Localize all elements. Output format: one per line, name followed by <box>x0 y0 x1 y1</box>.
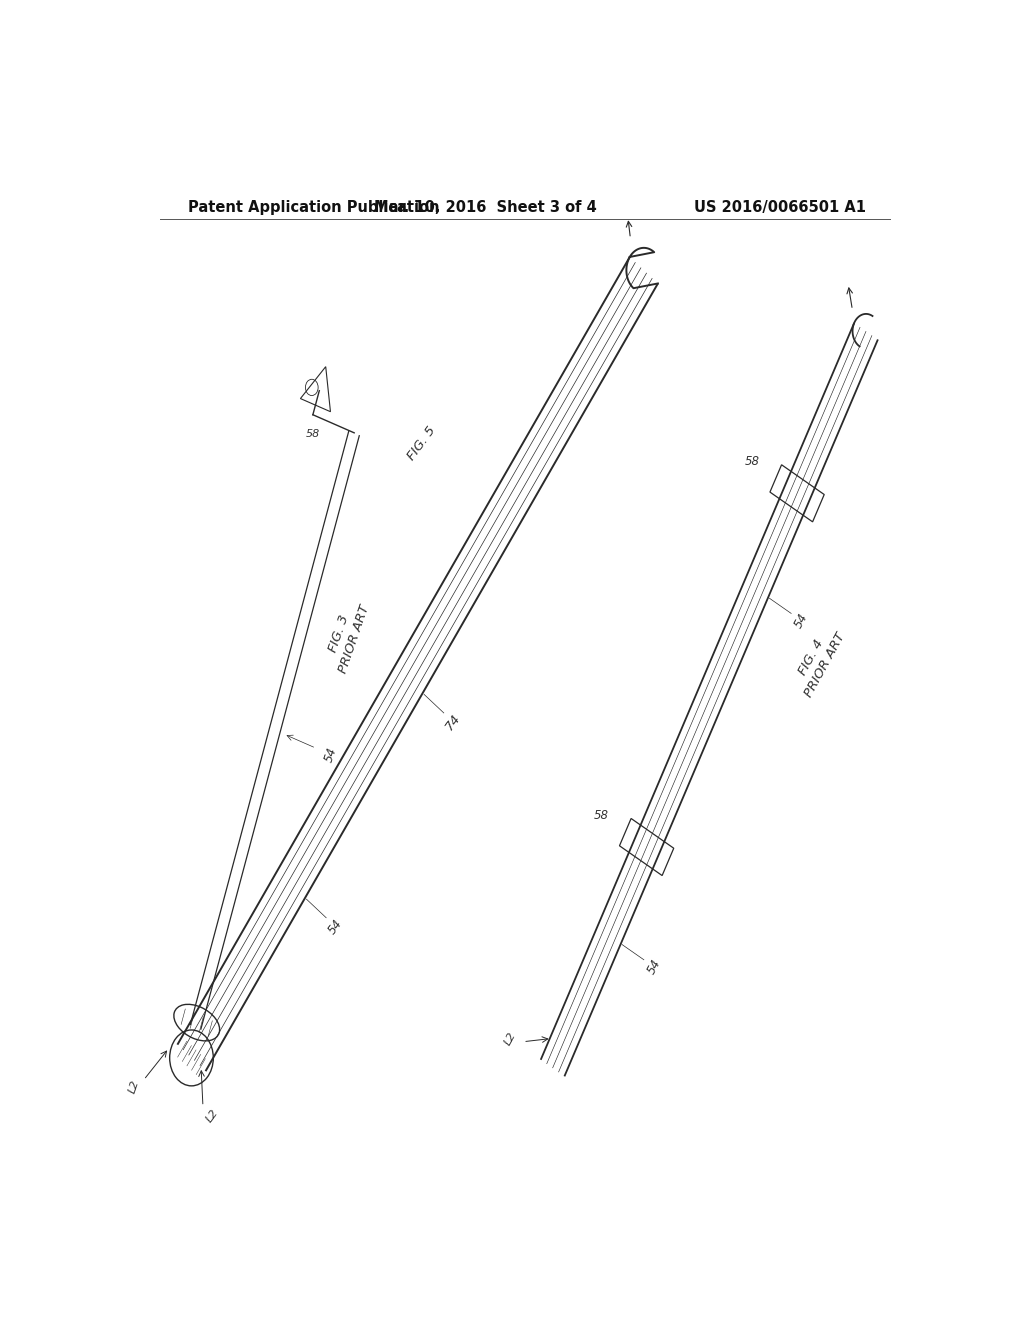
Text: FIG. 3
PRIOR ART: FIG. 3 PRIOR ART <box>321 598 372 675</box>
Text: L2: L2 <box>205 1107 220 1123</box>
Text: Mar. 10, 2016  Sheet 3 of 4: Mar. 10, 2016 Sheet 3 of 4 <box>374 199 597 215</box>
Text: L2: L2 <box>127 1078 140 1094</box>
Text: Patent Application Publication: Patent Application Publication <box>187 199 439 215</box>
Text: 54: 54 <box>645 957 664 977</box>
Text: L2: L2 <box>503 1031 518 1047</box>
Text: 74: 74 <box>443 711 464 733</box>
Text: 54: 54 <box>326 917 345 937</box>
Text: FIG. 4
PRIOR ART: FIG. 4 PRIOR ART <box>788 623 848 700</box>
Text: 58: 58 <box>744 455 759 469</box>
Text: US 2016/0066501 A1: US 2016/0066501 A1 <box>694 199 866 215</box>
Text: 54: 54 <box>323 746 340 764</box>
Text: 54: 54 <box>793 611 811 631</box>
Text: FIG. 5: FIG. 5 <box>404 424 438 462</box>
Text: 58: 58 <box>306 429 319 440</box>
Text: 58: 58 <box>594 809 609 822</box>
